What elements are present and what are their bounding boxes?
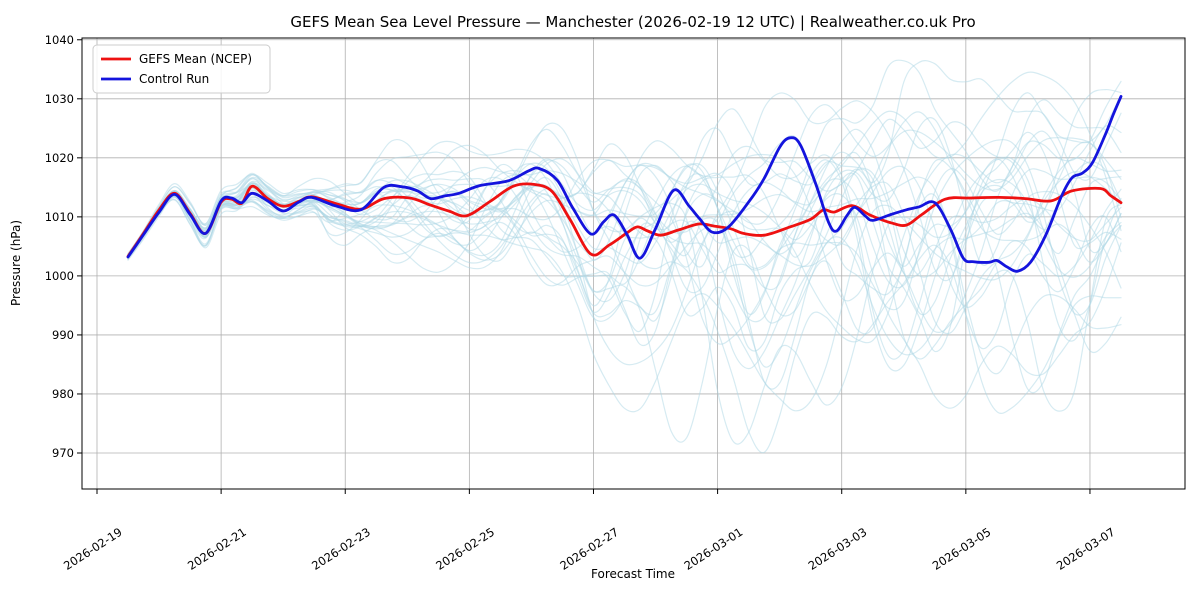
gridlines	[82, 38, 1185, 489]
y-tick-label: 1030	[45, 92, 74, 106]
ensemble-member-line	[127, 135, 1122, 394]
ensemble-member-line	[127, 141, 1122, 443]
y-tick-label: 1010	[45, 210, 74, 224]
ensemble-member-line	[127, 145, 1122, 360]
plot-border	[81, 37, 1186, 490]
ensemble-member-line	[127, 118, 1122, 322]
ensemble-member-line	[127, 130, 1122, 390]
x-tick-label: 2026-02-25	[433, 525, 497, 573]
y-tick-label: 1020	[45, 151, 74, 165]
y-tick-label: 970	[52, 446, 74, 460]
ensemble-member-line	[127, 131, 1122, 353]
x-tick-label: 2026-03-01	[682, 525, 746, 573]
x-tick-label: 2026-02-27	[557, 525, 621, 573]
y-axis-label: Pressure (hPa)	[9, 220, 23, 306]
chart-title: GEFS Mean Sea Level Pressure — Mancheste…	[290, 13, 975, 31]
y-tick-label: 980	[52, 387, 74, 401]
forecast-lines	[126, 95, 1123, 273]
x-tick-label: 2026-02-23	[309, 525, 373, 573]
ensemble-member-line	[127, 122, 1122, 415]
ensemble-member-line	[127, 162, 1122, 409]
axis-ticks: 970 980 990 1000 1010 1020 1030 1040 2026-02-19 2…	[45, 33, 1118, 573]
gefs-mean-line	[126, 182, 1123, 258]
control-run-line	[126, 95, 1123, 273]
ensemble-member-line	[127, 59, 1122, 313]
x-tick-label: 2026-03-05	[930, 525, 994, 573]
y-tick-label: 1040	[45, 33, 74, 47]
legend-label-control: Control Run	[139, 72, 209, 86]
x-tick-label: 2026-03-07	[1054, 525, 1118, 573]
x-tick-label: 2026-02-19	[61, 525, 125, 573]
legend-box	[92, 44, 271, 94]
legend: GEFS Mean (NCEP) Control Run	[92, 44, 271, 94]
x-tick-label: 2026-03-03	[806, 525, 870, 573]
x-tick-label: 2026-02-21	[185, 525, 249, 573]
x-axis-label: Forecast Time	[591, 567, 675, 581]
ensemble-member-line	[127, 143, 1122, 360]
ensemble-member-line	[127, 104, 1122, 257]
ensemble-members	[127, 59, 1122, 454]
ensemble-member-line	[127, 158, 1122, 445]
ensemble-member-line	[127, 80, 1122, 334]
y-tick-label: 990	[52, 328, 74, 342]
y-tick-label: 1000	[45, 269, 74, 283]
legend-label-mean: GEFS Mean (NCEP)	[139, 52, 252, 66]
